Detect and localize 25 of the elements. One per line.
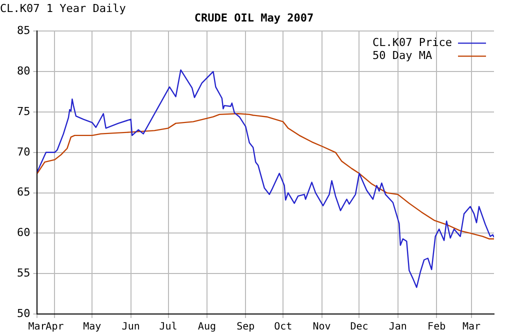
x-tick-label: Feb [428,322,446,333]
y-tick-label: 55 [16,266,30,280]
y-tick-label: 65 [16,186,30,199]
x-tick-label: Jul [159,322,178,333]
x-tick-label: Mar [462,322,481,333]
y-tick-label: 60 [16,226,30,240]
y-tick-label: 80 [16,64,30,78]
y-tick-label: 70 [16,145,30,158]
y-tick-label: 50 [16,306,30,320]
x-tick-label: May [83,322,102,333]
x-tick-label: Mar [28,322,46,333]
x-tick-label: Aug [198,322,216,333]
x-tick-label: Jun [122,322,140,333]
x-tick-label: Dec [350,322,368,333]
x-tick-label: Nov [312,322,331,333]
chart-title: CRUDE OIL May 2007 [194,11,314,24]
y-tick-label: 85 [16,24,30,38]
y-tick-label: 75 [16,104,30,118]
x-tick-label: Sep [236,322,255,333]
legend-label: CL.K07 Price [372,36,452,50]
x-tick-label: Apr [46,322,64,333]
legend-label: 50 Day MA [372,49,433,62]
text: CL.K07 1 Year Daily [0,2,126,15]
x-tick-label: Oct [274,322,292,333]
x-tick-label: Jan [388,322,407,333]
